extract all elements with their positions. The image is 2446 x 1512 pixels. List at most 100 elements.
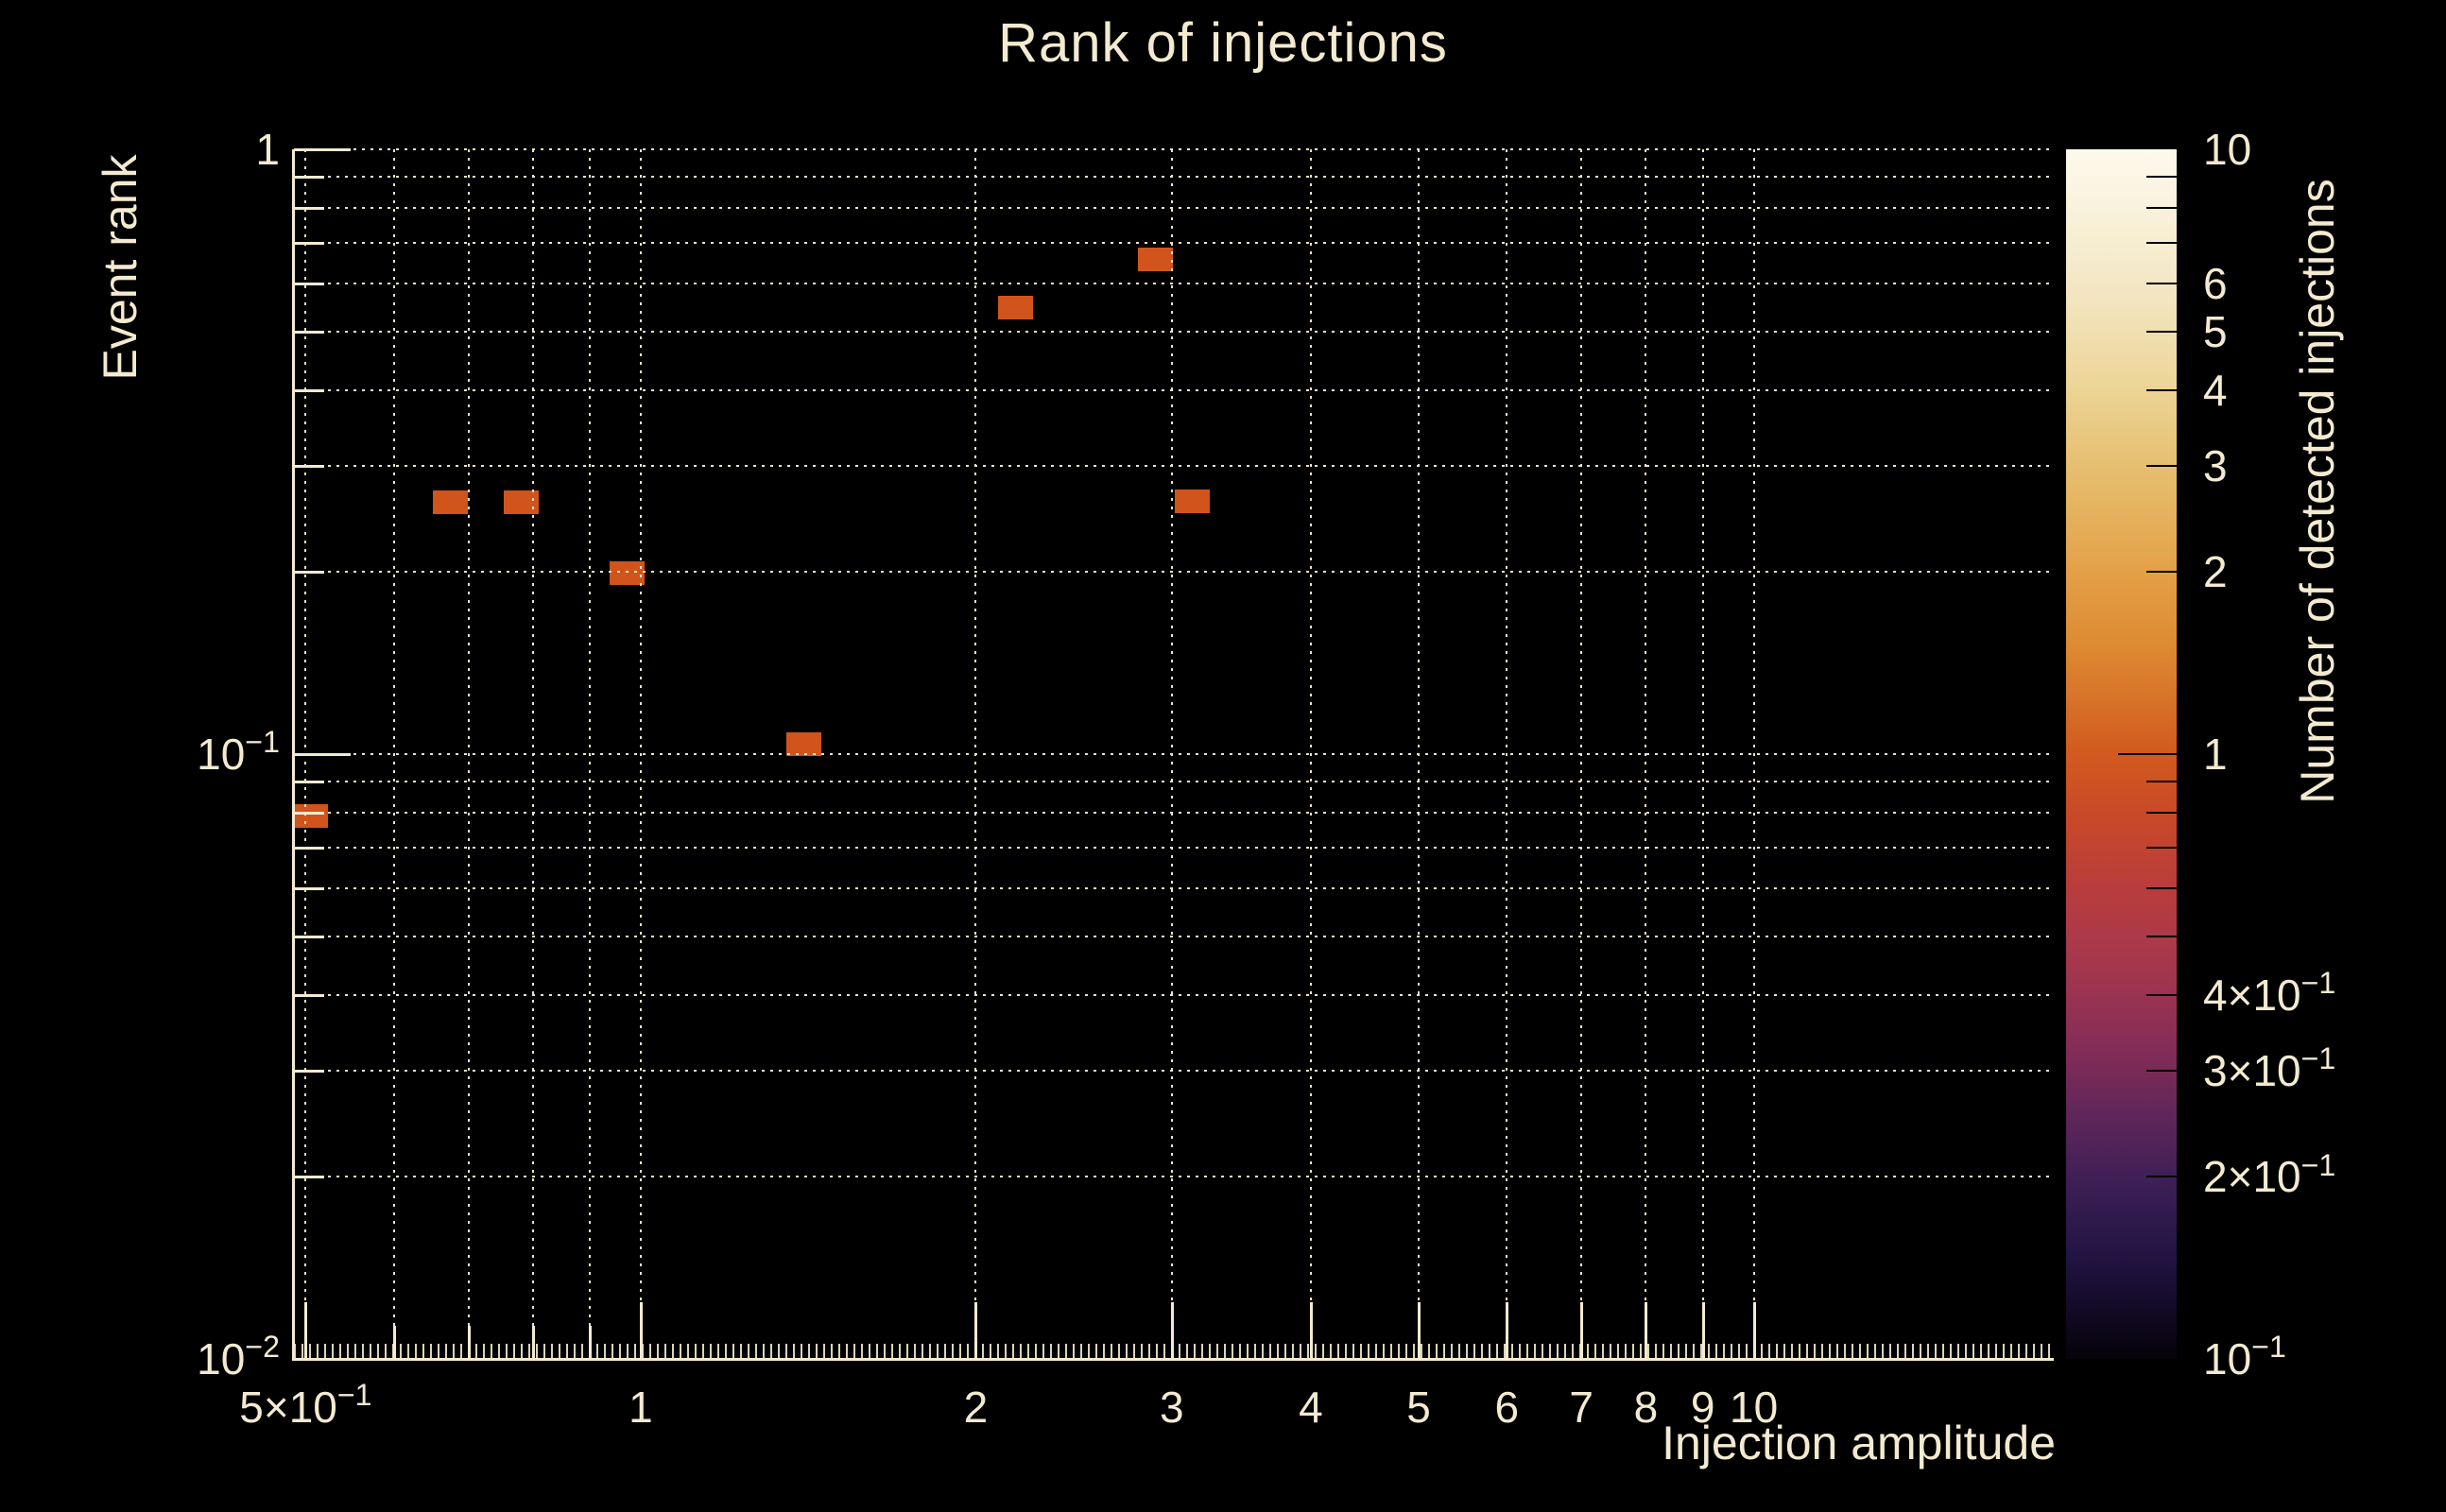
- x-tick: [974, 1302, 978, 1359]
- gridline-y: [294, 993, 2054, 996]
- gridline-y: [294, 282, 2054, 284]
- gridline-y: [294, 886, 2054, 889]
- x-tick-label: 7: [1569, 1383, 1593, 1432]
- x-minor-tick: [392, 1326, 396, 1359]
- x-tick-label: 6: [1494, 1383, 1520, 1432]
- x-tick-label: 10: [1730, 1383, 1779, 1432]
- heatmap-bin: [433, 490, 469, 514]
- x-tick: [1752, 1302, 1756, 1359]
- y-minor-tick: [294, 935, 324, 938]
- gridline-y: [294, 571, 2054, 574]
- x-minor-tick: [467, 1326, 471, 1359]
- y-minor-tick: [294, 812, 324, 816]
- y-minor-tick: [294, 886, 324, 890]
- y-minor-tick: [294, 1176, 324, 1179]
- y-axis-line: [292, 149, 295, 1361]
- colorbar-minor-tick: [2146, 330, 2177, 333]
- gridline-y: [294, 1069, 2054, 1072]
- x-tick: [1418, 1302, 1421, 1359]
- colorbar-tick-label: 1: [2203, 730, 2228, 779]
- x-tick: [1701, 1302, 1705, 1359]
- heatmap-bin: [610, 561, 646, 586]
- x-minor-tick: [531, 1326, 535, 1359]
- colorbar-minor-tick: [2146, 1176, 2177, 1178]
- colorbar-tick-label: 2×10−1: [2203, 1147, 2336, 1202]
- x-tick: [1506, 1302, 1509, 1359]
- gridline-y: [294, 464, 2054, 467]
- y-minor-tick: [294, 388, 324, 392]
- y-tick-label: 1: [255, 125, 280, 174]
- gridline-y: [294, 935, 2054, 937]
- x-tick: [1580, 1302, 1584, 1359]
- y-tick: [294, 1358, 351, 1361]
- gridline-y: [294, 812, 2054, 815]
- y-minor-tick: [294, 207, 324, 211]
- colorbar-tick-label: 10−1: [2203, 1330, 2286, 1383]
- colorbar-minor-tick: [2146, 242, 2177, 245]
- colorbar-tick-label: 10: [2203, 125, 2252, 174]
- colorbar-minor-tick: [2146, 847, 2177, 850]
- x-tick-label: 4: [1299, 1383, 1323, 1432]
- colorbar-minor-tick: [2146, 1069, 2177, 1072]
- colorbar-tick-label: 2: [2203, 547, 2228, 597]
- y-minor-tick: [294, 176, 324, 180]
- x-axis-line: [292, 1358, 2054, 1361]
- colorbar-minor-tick: [2146, 282, 2177, 284]
- heatmap-bin: [997, 296, 1033, 320]
- x-dense-minor-ticks: [294, 1344, 2054, 1359]
- colorbar-tick-label: 6: [2203, 258, 2228, 308]
- x-tick-label: 1: [629, 1383, 653, 1432]
- x-tick-label: 3: [1160, 1383, 1184, 1432]
- colorbar-minor-tick: [2146, 207, 2177, 210]
- gridline-y: [294, 753, 2054, 755]
- gridline-y: [294, 388, 2054, 391]
- colorbar-minor-tick: [2146, 176, 2177, 179]
- colorbar-minor-tick: [2146, 812, 2177, 815]
- x-minor-tick: [589, 1326, 593, 1359]
- colorbar-minor-tick: [2146, 781, 2177, 783]
- heatmap-bin: [785, 731, 821, 756]
- colorbar-major-tick: [2118, 753, 2177, 755]
- x-tick: [1645, 1302, 1648, 1359]
- x-tick-label: 8: [1633, 1383, 1659, 1432]
- x-tick-label: 5×10−1: [239, 1378, 372, 1432]
- y-minor-tick: [294, 1069, 324, 1073]
- y-minor-tick: [294, 781, 324, 784]
- heatmap-bin: [293, 804, 328, 829]
- x-tick: [1170, 1302, 1174, 1359]
- x-tick-label: 2: [963, 1383, 989, 1432]
- colorbar-title: Number of detected injections: [2291, 179, 2344, 804]
- gridline-y: [294, 1176, 2054, 1178]
- y-axis-title: Event rank: [94, 154, 146, 381]
- y-minor-tick: [294, 993, 324, 997]
- heatmap-bin: [1137, 248, 1173, 272]
- colorbar-tick-label: 4: [2203, 365, 2228, 415]
- x-axis-title: Injection amplitude: [1662, 1417, 2056, 1469]
- gridline-y: [294, 330, 2054, 333]
- plot-title: Rank of injections: [998, 12, 1448, 74]
- y-minor-tick: [294, 242, 324, 246]
- y-minor-tick: [294, 464, 324, 468]
- colorbar-minor-tick: [2146, 571, 2177, 574]
- gridline-y: [294, 781, 2054, 783]
- gridline-y: [294, 176, 2054, 179]
- colorbar-tick-label: 3: [2203, 440, 2228, 490]
- colorbar-minor-tick: [2146, 935, 2177, 937]
- x-tick-label: 5: [1406, 1383, 1431, 1432]
- gridline-y: [294, 148, 2054, 150]
- y-minor-tick: [294, 330, 324, 334]
- y-tick-label: 10−1: [197, 725, 280, 779]
- y-tick: [294, 753, 351, 756]
- colorbar-tick-label: 5: [2203, 306, 2228, 356]
- x-tick: [639, 1302, 643, 1359]
- y-tick: [294, 148, 351, 151]
- colorbar-tick-label: 3×10−1: [2203, 1040, 2336, 1095]
- colorbar-minor-tick: [2146, 886, 2177, 889]
- colorbar-minor-tick: [2146, 993, 2177, 996]
- y-tick-label: 10−2: [197, 1330, 280, 1383]
- y-minor-tick: [294, 282, 324, 285]
- gridline-y: [294, 242, 2054, 245]
- colorbar-tick-label: 4×10−1: [2203, 965, 2336, 1020]
- heatmap-bin: [1175, 489, 1211, 513]
